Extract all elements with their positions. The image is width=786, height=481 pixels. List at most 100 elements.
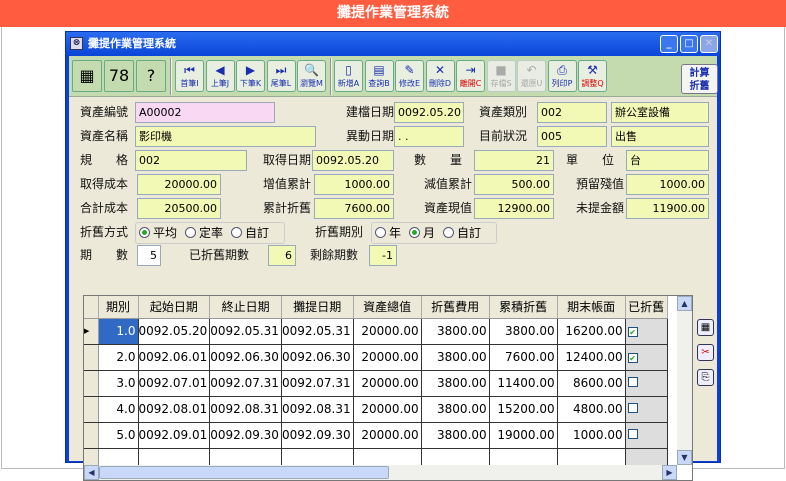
accum_dep-value-field[interactable]: 7600.00 — [314, 198, 394, 219]
appreciation-value-field[interactable]: 1000.00 — [314, 174, 394, 195]
radio-dep_period_type-0[interactable]: 年 — [375, 223, 401, 243]
depreciated-cell[interactable]: ✔ — [625, 344, 668, 371]
row-selector[interactable] — [84, 370, 99, 397]
grid-cell[interactable]: 5.0 — [98, 422, 139, 449]
change_date-value-field[interactable]: . . — [394, 126, 464, 147]
asset_type-name-field[interactable]: 辦公室設備 — [611, 102, 709, 123]
grid-cell[interactable]: 3800.00 — [421, 396, 490, 423]
maximize-button[interactable]: □ — [680, 35, 698, 53]
radio-button-icon[interactable] — [231, 227, 243, 238]
checkbox[interactable] — [627, 377, 638, 387]
minimize-button[interactable]: _ — [660, 35, 678, 53]
total_cost-value-field[interactable]: 20500.00 — [137, 198, 221, 219]
checkbox[interactable]: ✔ — [627, 327, 638, 337]
column-header[interactable]: 期末帳面 — [557, 296, 626, 319]
grid-cell[interactable]: 0092.06.30 — [209, 344, 282, 371]
grid-cell[interactable]: 0092.07.01 — [138, 370, 211, 397]
toolbar-button-4[interactable]: 🔍 瀏覽M — [297, 60, 326, 92]
row-selector[interactable] — [84, 396, 99, 423]
periods_done-value-field[interactable]: 6 — [268, 245, 296, 266]
quantity-value-field[interactable]: 21 — [474, 150, 554, 171]
grid-cell[interactable]: 0092.05.31 — [209, 318, 282, 345]
grid-cell[interactable]: 0092.09.01 — [138, 422, 211, 449]
column-header[interactable]: 折舊費用 — [421, 296, 490, 319]
depreciated-cell[interactable] — [625, 370, 668, 397]
impairment-value-field[interactable]: 500.00 — [474, 174, 554, 195]
column-header[interactable]: 攤提日期 — [281, 296, 354, 319]
radio-button-icon[interactable] — [443, 227, 455, 238]
toolbar-button-0[interactable]: ▯ 新增A — [334, 60, 363, 92]
create_date-value-field[interactable]: 0092.05.20 — [394, 102, 464, 123]
grid-cell[interactable]: 0092.07.31 — [281, 370, 354, 397]
grid-cell[interactable]: 0092.06.30 — [281, 344, 354, 371]
table-row[interactable]: ▶ 1.0 0092.05.20 0092.05.31 0092.05.31 20000.… — [84, 318, 668, 345]
calendar-button[interactable]: 78 — [104, 60, 134, 92]
table-row[interactable]: 3.0 0092.07.01 0092.07.31 0092.07.31 20000.0… — [84, 370, 668, 397]
toolbar-button-2[interactable]: ▶ 下筆K — [236, 60, 265, 92]
depreciated-cell[interactable] — [625, 422, 668, 449]
depreciation-grid[interactable]: 期別 起始日期 終止日期 攤提日期 資產總值 折舊費用 累積折舊 期末帳面 已折舊 ▶ 1.0 009… — [83, 295, 693, 481]
grid-cell[interactable]: 0092.06.01 — [138, 344, 211, 371]
grid-cell[interactable]: 20000.00 — [353, 370, 422, 397]
spec-value-field[interactable]: 002 — [135, 150, 247, 171]
row-selector[interactable] — [84, 422, 99, 449]
grid-cell[interactable]: 4.0 — [98, 396, 139, 423]
toolbar-button-3[interactable]: ⏭ 尾筆L — [266, 60, 296, 92]
unit-value-field[interactable]: 台 — [626, 150, 709, 171]
periods-value-field[interactable]: 5 — [137, 245, 161, 266]
grid-cell[interactable]: 3800.00 — [421, 318, 490, 345]
grid-cell[interactable]: 11400.00 — [489, 370, 558, 397]
radio-dep_method-2[interactable]: 自訂 — [231, 223, 269, 243]
horizontal-scrollbar[interactable]: ◀ ▶ — [84, 465, 677, 480]
scroll-up-icon[interactable]: ▲ — [677, 296, 692, 311]
grid-cell[interactable]: 19000.00 — [489, 422, 558, 449]
scroll-left-icon[interactable]: ◀ — [84, 465, 99, 480]
grid-cell[interactable]: 20000.00 — [353, 318, 422, 345]
toolbar-button-5[interactable]: ■ 存檔S — [486, 60, 516, 92]
grid-cell[interactable]: 2.0 — [98, 344, 139, 371]
grid-cell[interactable]: 3800.00 — [421, 422, 490, 449]
depreciated-cell[interactable]: ✔ — [625, 318, 668, 345]
toolbar-button-8[interactable]: ⚒ 調整Q — [578, 60, 607, 92]
grid-cell[interactable]: 20000.00 — [353, 344, 422, 371]
grid-cell[interactable]: 20000.00 — [353, 422, 422, 449]
radio-button-icon[interactable] — [139, 227, 150, 238]
toolbar-button-7[interactable]: ⎙ 列印P — [547, 60, 577, 92]
row-selector[interactable]: ▶ — [84, 318, 99, 345]
app-icon[interactable]: ⊗ — [70, 37, 83, 50]
radio-dep_period_type-2[interactable]: 自訂 — [443, 223, 481, 243]
asset_type-code-field[interactable]: 002 — [537, 102, 607, 123]
radio-button-icon[interactable] — [185, 227, 197, 238]
grid-cell[interactable]: 0092.09.30 — [281, 422, 354, 449]
scroll-thumb[interactable] — [99, 466, 389, 479]
calculator-button[interactable]: ▦ — [72, 60, 102, 92]
toolbar-button-3[interactable]: ✕ 刪除D — [425, 60, 455, 92]
grid-cell[interactable]: 1000.00 — [557, 422, 626, 449]
grid-cell[interactable]: 0092.09.30 — [209, 422, 282, 449]
row-selector[interactable] — [84, 344, 99, 371]
table-row[interactable]: 4.0 0092.08.01 0092.08.31 0092.08.31 20000.0… — [84, 396, 668, 423]
vertical-scrollbar[interactable]: ▲ ▼ — [677, 296, 692, 465]
grid-button[interactable]: ▦ — [697, 319, 714, 336]
table-row[interactable]: 2.0 0092.06.01 0092.06.30 0092.06.30 20000.0… — [84, 344, 668, 371]
acquire_cost-value-field[interactable]: 20000.00 — [137, 174, 221, 195]
status-code-field[interactable]: 005 — [537, 126, 607, 147]
salvage-value-field[interactable]: 1000.00 — [626, 174, 709, 195]
radio-button-icon[interactable] — [409, 227, 421, 238]
acquire_date-value-field[interactable]: 0092.05.20 — [312, 150, 394, 171]
grid-cell[interactable]: 0092.08.31 — [281, 396, 354, 423]
asset_name-value-field[interactable]: 影印機 — [135, 126, 316, 147]
grid-cell[interactable]: 0092.07.31 — [209, 370, 282, 397]
column-header[interactable]: 已折舊 — [625, 296, 668, 319]
column-header[interactable]: 資產總值 — [353, 296, 422, 319]
radio-dep_period_type-1[interactable]: 月 — [409, 223, 435, 243]
scroll-down-icon[interactable]: ▼ — [677, 450, 692, 465]
grid-cell[interactable]: 8600.00 — [557, 370, 626, 397]
column-header[interactable]: 累積折舊 — [489, 296, 558, 319]
toolbar-button-4[interactable]: ⇥ 離開C — [456, 60, 485, 92]
asset_no-value-field[interactable]: A00002 — [135, 102, 275, 123]
radio-dep_method-1[interactable]: 定率 — [185, 223, 223, 243]
grid-cell[interactable]: 0092.05.20 — [138, 318, 211, 345]
grid-cell[interactable]: 12400.00 — [557, 344, 626, 371]
grid-cell[interactable]: 7600.00 — [489, 344, 558, 371]
